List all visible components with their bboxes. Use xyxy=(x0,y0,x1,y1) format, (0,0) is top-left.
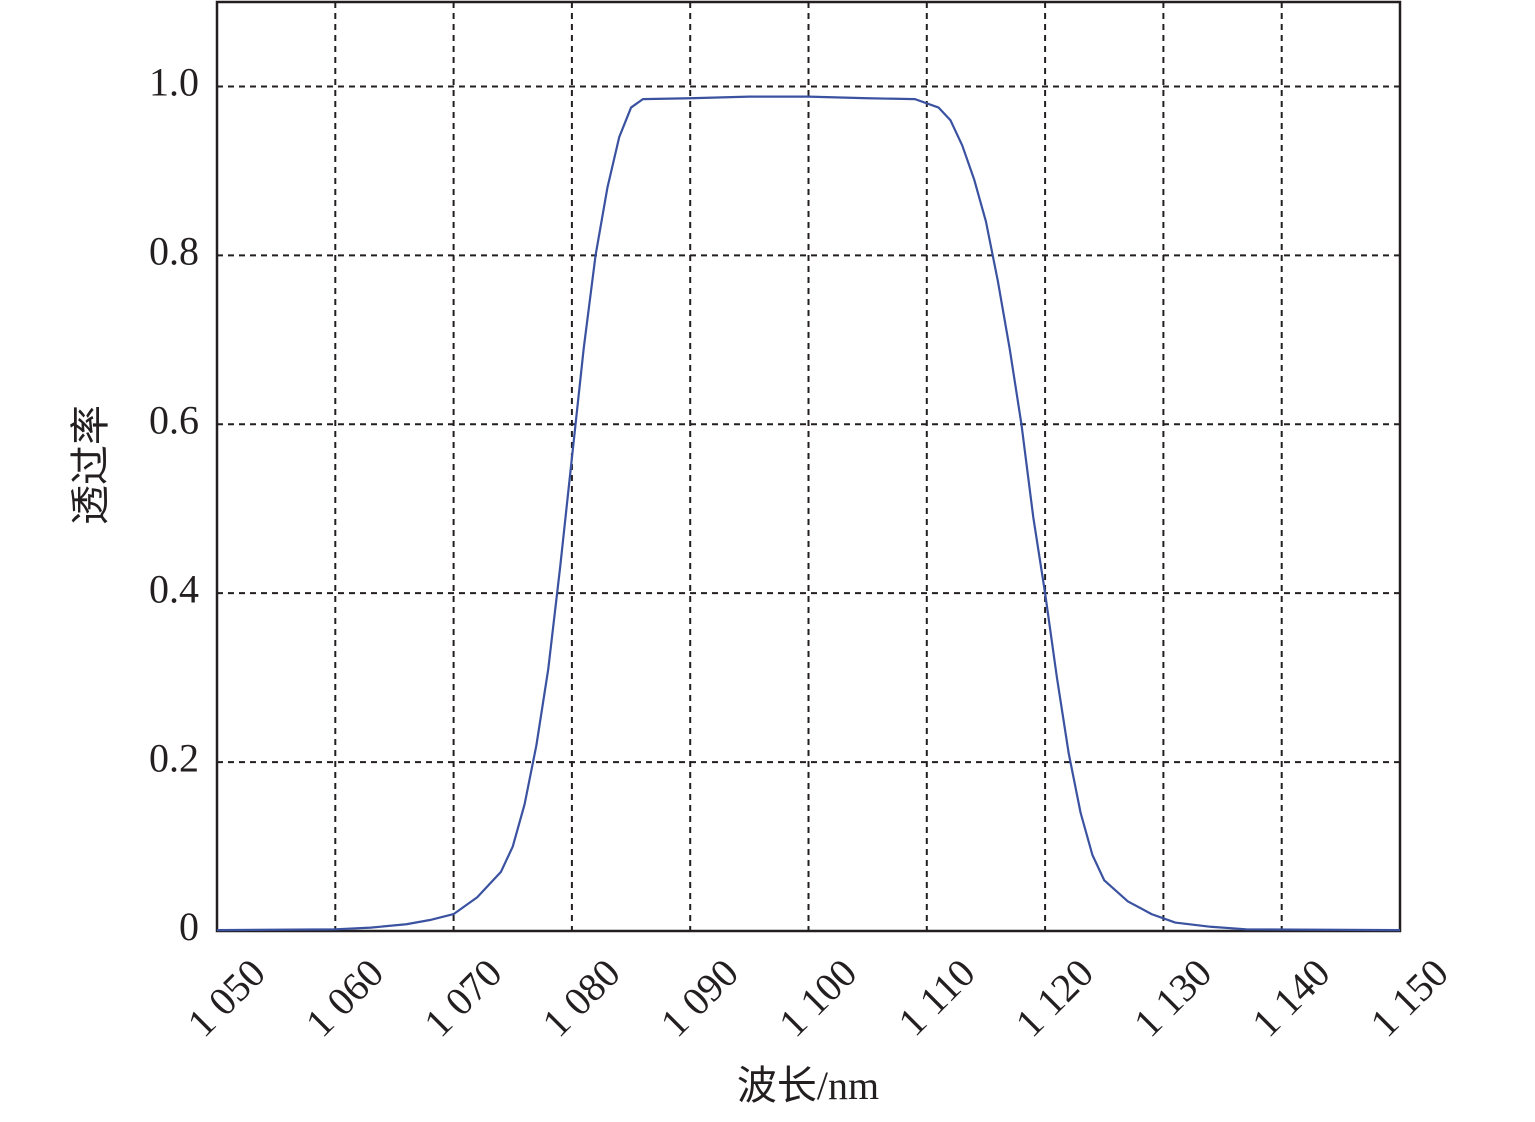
y-tick-label: 0.2 xyxy=(149,735,199,780)
x-tick-label: 1 090 xyxy=(652,950,747,1045)
x-tick-label: 1 070 xyxy=(415,950,510,1045)
data-line xyxy=(216,95,1401,932)
y-axis-label: 透过率 xyxy=(68,405,113,525)
y-tick-label: 1.0 xyxy=(149,60,199,105)
x-tick-label: 1 130 xyxy=(1125,950,1220,1045)
x-tick-label: 1 050 xyxy=(178,950,273,1045)
x-tick-label: 1 080 xyxy=(533,950,628,1045)
x-tick-label: 1 150 xyxy=(1361,950,1456,1045)
x-tick-label: 1 120 xyxy=(1006,950,1101,1045)
y-tick-label: 0.4 xyxy=(149,566,199,611)
y-tick-label: 0 xyxy=(179,904,199,949)
y-tick-label: 0.8 xyxy=(149,229,199,274)
x-tick-label: 1 060 xyxy=(297,950,392,1045)
x-tick-label: 1 100 xyxy=(770,950,865,1045)
x-tick-label: 1 110 xyxy=(889,950,983,1044)
y-tick-label: 0.6 xyxy=(149,397,199,442)
x-tick-label: 1 140 xyxy=(1243,950,1338,1045)
x-axis-label: 波长/nm xyxy=(737,1063,879,1108)
plot-frame xyxy=(215,0,1402,933)
